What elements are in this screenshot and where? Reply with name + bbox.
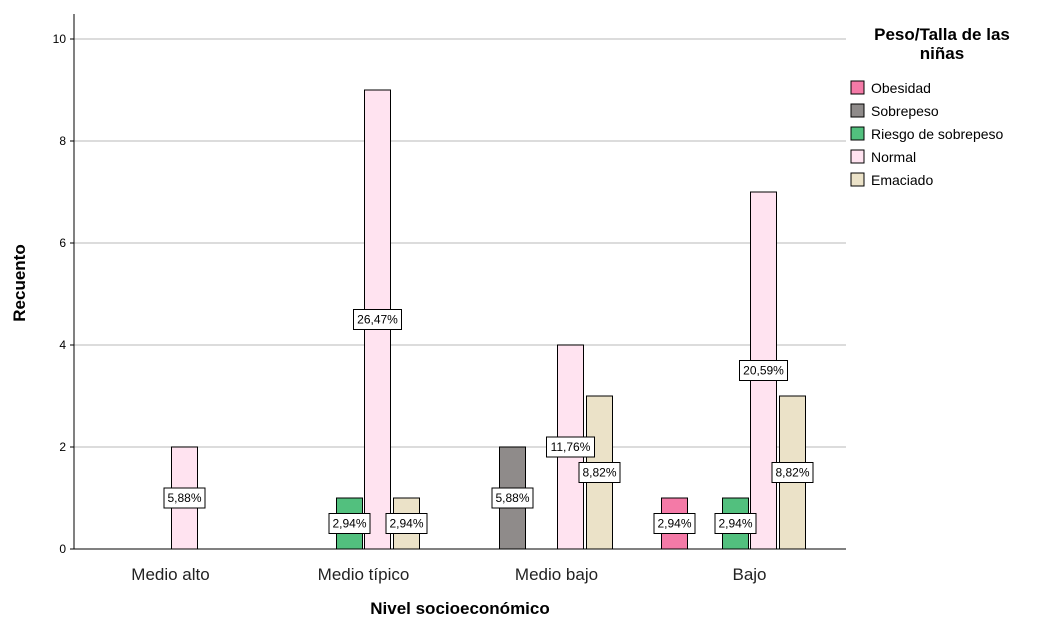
data-label: 2,94% — [653, 513, 696, 534]
x-category-label: Medio bajo — [515, 565, 598, 584]
data-label-text: 11,76% — [551, 440, 591, 454]
data-label-text: 2,94% — [389, 517, 423, 531]
data-label: 2,94% — [385, 513, 428, 534]
data-label-text: 5,88% — [167, 491, 201, 505]
legend-swatch — [850, 103, 865, 118]
data-label-text: 26,47% — [357, 313, 398, 327]
data-label-box — [578, 462, 621, 483]
legend-item: Sobrepeso — [850, 103, 939, 119]
x-category-label: Bajo — [732, 565, 766, 584]
data-label-text: 8,82% — [775, 466, 809, 480]
data-label-text: 2,94% — [332, 517, 366, 531]
data-label: 5,88% — [491, 487, 534, 509]
data-label-box — [385, 513, 428, 534]
data-label: 2,94% — [714, 513, 757, 534]
bars — [171, 89, 806, 550]
data-label-box — [771, 462, 814, 483]
data-label-box — [328, 513, 371, 534]
data-label-text: 2,94% — [718, 517, 752, 531]
legend-swatch — [850, 149, 865, 164]
legend-title: niñas — [920, 44, 964, 63]
legend-item: Emaciado — [850, 172, 933, 188]
data-label: 26,47% — [353, 309, 402, 330]
legend-item: Riesgo de sobrepeso — [850, 126, 1004, 142]
data-label: 5,88% — [163, 487, 206, 509]
legend-label: Riesgo de sobrepeso — [871, 126, 1004, 142]
y-axis-title: Recuento — [10, 244, 29, 321]
legend-label: Normal — [871, 149, 916, 165]
data-label-box — [491, 487, 534, 509]
legend-swatch — [850, 172, 865, 187]
y-axis-ticks: 0 2 4 6 8 10 — [53, 32, 74, 556]
x-category-label: Medio típico — [318, 565, 410, 584]
data-label-box — [353, 309, 402, 330]
data-label: 8,82% — [578, 462, 621, 483]
x-axis-categories: Medio alto Medio típico Medio bajo Bajo — [131, 565, 766, 584]
legend-label: Obesidad — [871, 80, 931, 96]
y-tick-label: 8 — [59, 134, 66, 148]
data-label-text: 2,94% — [657, 517, 691, 531]
gridlines — [74, 38, 846, 448]
data-label-box — [714, 513, 757, 534]
legend-item: Normal — [850, 149, 916, 165]
x-category-label: Medio alto — [131, 565, 209, 584]
data-label-text: 8,82% — [582, 466, 616, 480]
y-tick-label: 0 — [59, 542, 66, 556]
legend-swatch — [850, 80, 865, 95]
y-tick-label: 2 — [59, 440, 66, 454]
data-label-box — [739, 360, 788, 381]
y-tick-label: 10 — [53, 32, 67, 46]
data-label-text: 20,59% — [743, 364, 784, 378]
data-label-text: 5,88% — [495, 491, 529, 505]
data-label-box — [653, 513, 696, 534]
data-labels: 5,88% 2,94% 26,47% 2,94% 5,88% 11,76% 8,82% 2,9… — [163, 309, 814, 534]
legend-swatch — [850, 126, 865, 141]
data-label: 11,76% — [546, 436, 595, 458]
legend-label: Sobrepeso — [871, 103, 939, 119]
y-tick-label: 6 — [59, 236, 66, 250]
x-axis-title: Nivel socioeconómico — [370, 599, 550, 618]
legend-item: Obesidad — [850, 80, 931, 96]
data-label: 20,59% — [739, 360, 788, 381]
data-label: 8,82% — [771, 462, 814, 483]
legend-title: Peso/Talla de las — [874, 25, 1010, 44]
legend-label: Emaciado — [871, 172, 933, 188]
data-label-box — [163, 487, 206, 509]
y-tick-label: 4 — [59, 338, 66, 352]
data-label: 2,94% — [328, 513, 371, 534]
data-label-box — [546, 436, 595, 458]
